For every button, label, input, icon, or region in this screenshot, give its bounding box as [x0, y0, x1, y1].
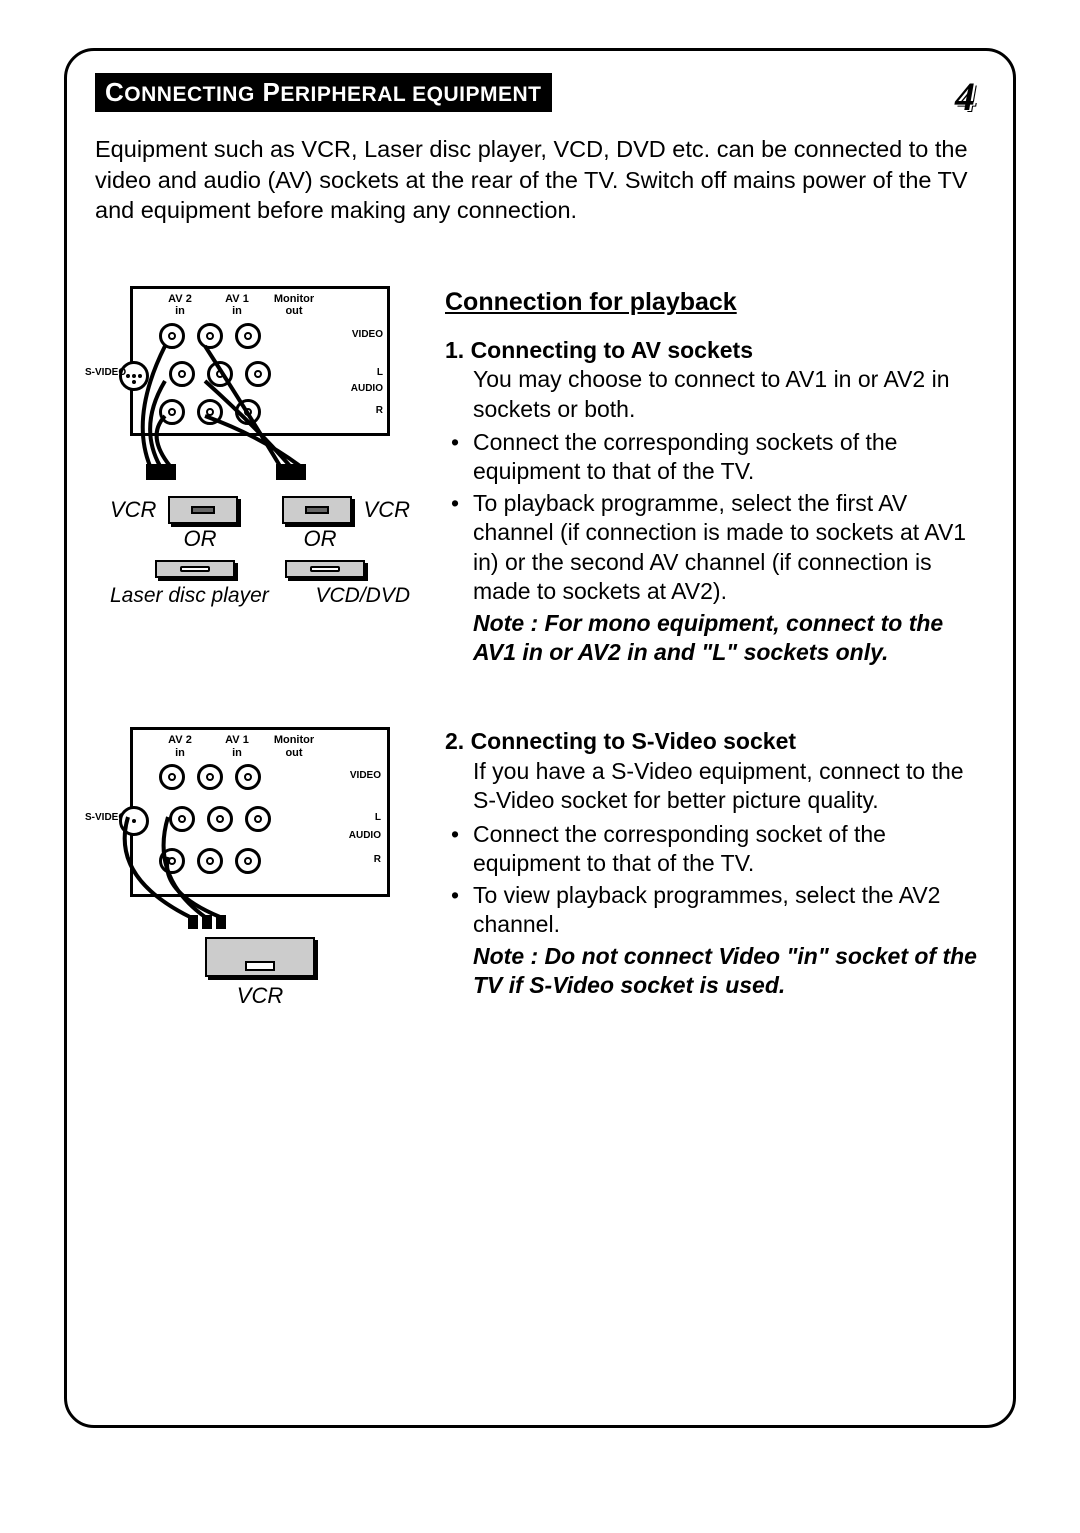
column-labels: AV 2in AV 1in Monitorout — [159, 293, 315, 317]
lbl-l: L — [377, 367, 383, 378]
vcr-icon — [168, 496, 238, 524]
jack — [159, 848, 185, 874]
lbl-r: R — [374, 854, 381, 865]
jack-row-l — [159, 361, 271, 391]
note-2: Note : Do not connect Video "in" socket … — [445, 942, 985, 1001]
text-col-1: Connection for playback 1. Connecting to… — [445, 286, 985, 668]
diagram-av-sockets: AV 2in AV 1in Monitorout VIDEO — [95, 286, 425, 668]
section-title: CONNECTING PERIPHERAL EQUIPMENT — [95, 73, 552, 112]
page-number: 4 — [955, 73, 975, 120]
jack — [235, 323, 261, 349]
jack — [197, 848, 223, 874]
jack — [245, 806, 271, 832]
jack — [197, 764, 223, 790]
title-cap-2: P — [255, 77, 281, 107]
diagram-svideo: AV 2in AV 1in Monitorout VIDEO S-VIDEO — [95, 727, 425, 1009]
bottom-labels: Laser disc player VCD/DVD — [110, 584, 410, 608]
jack — [235, 848, 261, 874]
lbl-or-left: OR — [184, 526, 217, 552]
bullet: To view playback programmes, select the … — [473, 881, 985, 940]
lbl-audio: AUDIO — [349, 830, 381, 841]
lbl-av1-in: in — [232, 305, 242, 317]
lbl-or-right: OR — [304, 526, 337, 552]
page-frame: CONNECTING PERIPHERAL EQUIPMENT 4 Equipm… — [64, 48, 1016, 1428]
step2-heading: 2. Connecting to S-Video socket — [445, 727, 985, 756]
or-row: OR OR — [140, 526, 380, 552]
intro-paragraph: Equipment such as VCR, Laser disc player… — [95, 134, 985, 226]
jack — [159, 764, 185, 790]
jack-row-video — [159, 323, 261, 349]
jack — [207, 806, 233, 832]
jack-row — [159, 848, 261, 874]
lbl-l: L — [375, 812, 381, 823]
step1-body: You may choose to connect to AV1 in or A… — [445, 365, 985, 424]
lbl-in: in — [175, 747, 185, 759]
jack — [169, 806, 195, 832]
section-svideo: AV 2in AV 1in Monitorout VIDEO S-VIDEO — [95, 727, 985, 1009]
jack — [159, 399, 185, 425]
device-row-1: VCR VCR — [110, 496, 410, 524]
jack — [207, 361, 233, 387]
jack-row-r — [159, 399, 261, 425]
jack-row — [159, 806, 271, 836]
lbl-vcr-right: VCR — [364, 497, 410, 523]
dvd-icon — [285, 560, 365, 578]
vcr-device-icon — [205, 937, 315, 977]
vcr-icon — [282, 496, 352, 524]
lbl-in: in — [232, 747, 242, 759]
tv-rear-panel: AV 2in AV 1in Monitorout VIDEO — [130, 286, 390, 436]
lbl-av2: AV 2 — [168, 734, 192, 746]
lbl-svideo: S-VIDEO — [85, 367, 126, 378]
laser-disc-icon — [155, 560, 235, 578]
lbl-av2-in: in — [175, 305, 185, 317]
step2-body: If you have a S-Video equipment, connect… — [445, 757, 985, 816]
lbl-vcr-left: VCR — [110, 497, 156, 523]
lbl-monitor: Monitor — [274, 293, 314, 305]
note-1: Note : For mono equipment, connect to th… — [445, 609, 985, 668]
section-playback-av: AV 2in AV 1in Monitorout VIDEO — [95, 286, 985, 668]
lbl-av2: AV 2 — [168, 293, 192, 305]
lbl-video: VIDEO — [352, 329, 383, 340]
jack — [159, 323, 185, 349]
lbl-vcddvd: VCD/DVD — [315, 584, 410, 608]
title-rest-1: ONNECTING — [124, 83, 255, 106]
lbl-av1: AV 1 — [225, 734, 249, 746]
playback-heading: Connection for playback — [445, 286, 985, 318]
lbl-monitor: Monitor — [274, 734, 314, 746]
bullet: Connect the corresponding socket of the … — [473, 820, 985, 879]
lbl-r: R — [376, 405, 383, 416]
jack — [197, 399, 223, 425]
lbl-out: out — [285, 747, 302, 759]
title-cap-1: C — [105, 77, 124, 107]
lbl-av1: AV 1 — [225, 293, 249, 305]
lbl-laser: Laser disc player — [110, 584, 269, 608]
step1-heading: 1. Connecting to AV sockets — [445, 336, 985, 365]
jack — [169, 361, 195, 387]
jack — [235, 764, 261, 790]
lbl-audio: AUDIO — [351, 383, 383, 394]
text-col-2: 2. Connecting to S-Video socket If you h… — [445, 727, 985, 1009]
disc-row — [130, 552, 390, 578]
bullet: Connect the corresponding sockets of the… — [473, 428, 985, 487]
s-video-jack — [119, 806, 149, 836]
column-labels-2: AV 2in AV 1in Monitorout — [159, 734, 315, 758]
jack-row — [159, 764, 261, 790]
header-row: CONNECTING PERIPHERAL EQUIPMENT 4 — [95, 73, 985, 120]
jack — [235, 399, 261, 425]
jack — [197, 323, 223, 349]
title-rest-2: ERIPHERAL EQUIPMENT — [280, 83, 541, 106]
jack — [245, 361, 271, 387]
bullet: To playback programme, select the first … — [473, 489, 985, 607]
lbl-video: VIDEO — [350, 770, 381, 781]
lbl-monitor-out: out — [285, 305, 302, 317]
lbl-vcr-2: VCR — [237, 983, 283, 1009]
tv-rear-panel-2: AV 2in AV 1in Monitorout VIDEO S-VIDEO — [130, 727, 390, 897]
